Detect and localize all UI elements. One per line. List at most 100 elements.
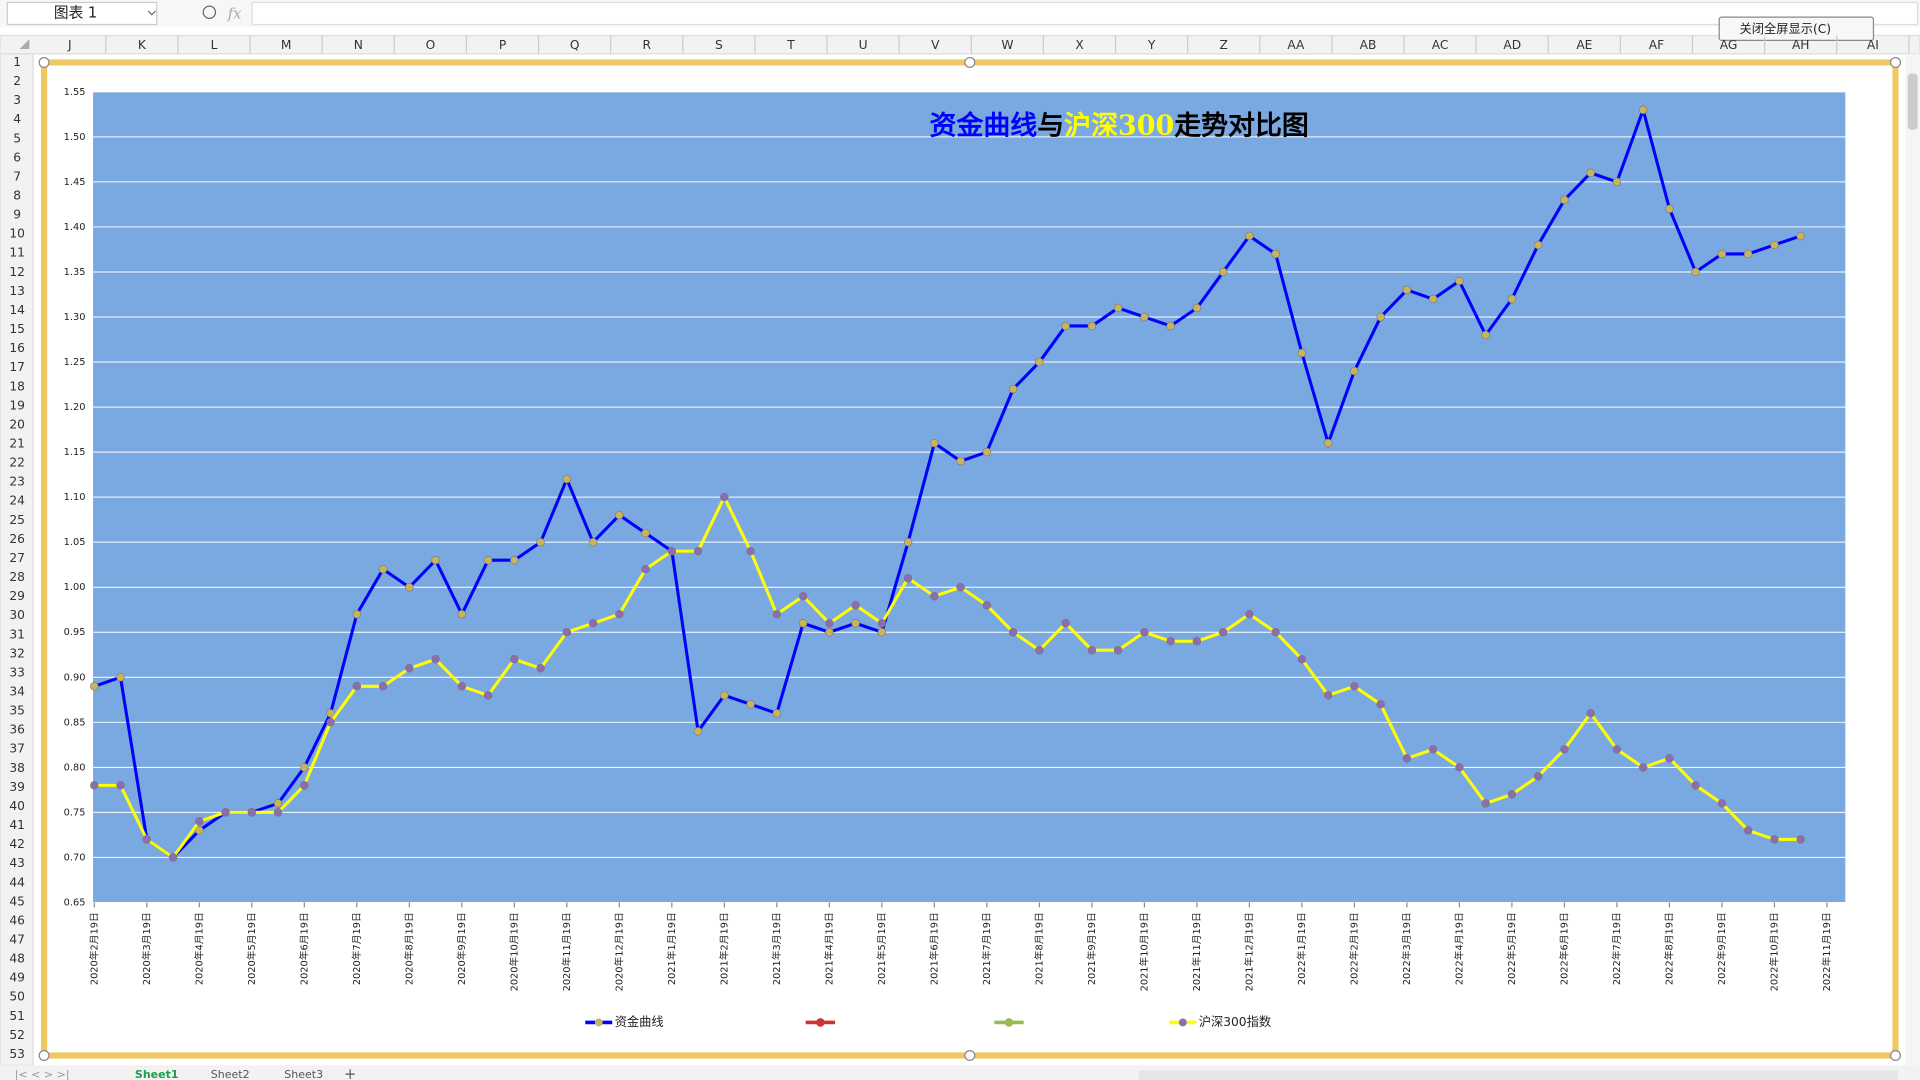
column-header[interactable]: AG — [1720, 38, 1738, 52]
resize-handle[interactable] — [38, 1050, 50, 1062]
row-header[interactable]: 6 — [13, 150, 21, 164]
row-header[interactable]: 31 — [9, 627, 25, 641]
column-header[interactable]: L — [211, 38, 218, 52]
row-header[interactable]: 53 — [9, 1047, 25, 1061]
formula-input[interactable] — [251, 1, 1919, 26]
resize-handle[interactable] — [964, 1050, 976, 1062]
row-header[interactable]: 8 — [13, 188, 21, 202]
row-header[interactable]: 40 — [9, 799, 25, 813]
fx-icon[interactable]: fx — [227, 6, 242, 23]
column-header[interactable]: AB — [1360, 38, 1377, 52]
row-header[interactable]: 32 — [9, 646, 25, 660]
resize-handle[interactable] — [1890, 56, 1902, 68]
row-header[interactable]: 27 — [9, 551, 25, 565]
row-header[interactable]: 9 — [13, 208, 21, 222]
row-header[interactable]: 52 — [9, 1028, 25, 1042]
row-header[interactable]: 15 — [9, 322, 25, 336]
scrollbar[interactable] — [1905, 53, 1920, 1066]
column-header[interactable]: K — [138, 38, 147, 52]
column-header[interactable]: AH — [1792, 38, 1810, 52]
sheet-tab[interactable]: Sheet1 — [135, 1068, 179, 1080]
row-header[interactable]: 41 — [9, 818, 25, 832]
zoom-icon[interactable] — [202, 5, 217, 19]
data-point — [1455, 763, 1464, 772]
sheet-tab[interactable]: Sheet2 — [211, 1068, 250, 1080]
row-header[interactable]: 30 — [9, 608, 25, 622]
column-header[interactable]: U — [859, 38, 868, 52]
column-header[interactable]: AI — [1867, 38, 1879, 52]
row-header[interactable]: 34 — [9, 685, 25, 699]
column-header[interactable]: O — [426, 38, 436, 52]
name-box[interactable] — [6, 1, 158, 26]
column-header[interactable]: R — [643, 38, 652, 52]
row-header[interactable]: 3 — [13, 93, 21, 107]
row-header[interactable]: 43 — [9, 856, 25, 870]
column-header[interactable]: V — [931, 38, 940, 52]
column-header[interactable]: W — [1001, 38, 1013, 52]
column-header[interactable]: X — [1075, 38, 1083, 52]
h-scrollbar[interactable] — [1138, 1070, 1898, 1080]
scroll-thumb[interactable] — [1907, 73, 1918, 130]
row-header[interactable]: 20 — [9, 417, 25, 431]
row-header[interactable]: 28 — [9, 570, 25, 584]
column-header[interactable]: AC — [1432, 38, 1449, 52]
resize-handle[interactable] — [1890, 1050, 1902, 1062]
column-header[interactable]: Y — [1147, 38, 1156, 52]
row-header[interactable]: 33 — [9, 665, 25, 679]
add-sheet[interactable]: + — [344, 1066, 356, 1080]
column-header[interactable]: Z — [1220, 38, 1228, 52]
row-header[interactable]: 51 — [9, 1009, 25, 1023]
row-header[interactable]: 38 — [9, 761, 25, 775]
column-header[interactable]: AF — [1649, 38, 1664, 52]
row-header[interactable]: 12 — [9, 265, 25, 279]
row-header[interactable]: 49 — [9, 971, 25, 985]
row-header[interactable]: 39 — [9, 780, 25, 794]
column-header[interactable]: N — [354, 38, 363, 52]
row-header[interactable]: 16 — [9, 341, 25, 355]
row-header[interactable]: 45 — [9, 894, 25, 908]
column-header[interactable]: AA — [1287, 38, 1305, 52]
row-header[interactable]: 23 — [9, 475, 25, 489]
sheet-tab[interactable]: Sheet3 — [284, 1068, 323, 1080]
row-header[interactable]: 46 — [9, 913, 25, 927]
column-header[interactable]: Q — [570, 38, 580, 52]
column-header[interactable]: AD — [1503, 38, 1521, 52]
resize-handle[interactable] — [38, 56, 50, 68]
row-header[interactable]: 13 — [9, 284, 25, 298]
row-header[interactable]: 18 — [9, 379, 25, 393]
row-header[interactable]: 25 — [9, 513, 25, 527]
row-header[interactable]: 24 — [9, 494, 25, 508]
row-header[interactable]: 26 — [9, 532, 25, 546]
tab-nav[interactable]: |< < > >| — [15, 1068, 70, 1080]
close-fullscreen-button[interactable] — [1718, 16, 1875, 42]
row-header[interactable]: 11 — [9, 246, 25, 260]
row-header[interactable]: 29 — [9, 589, 25, 603]
row-header[interactable]: 14 — [9, 303, 25, 317]
row-header[interactable]: 5 — [13, 131, 21, 145]
column-header[interactable]: S — [715, 38, 723, 52]
row-header[interactable]: 17 — [9, 360, 25, 374]
resize-handle[interactable] — [964, 56, 976, 68]
row-header[interactable]: 19 — [9, 398, 25, 412]
row-header[interactable]: 37 — [9, 742, 25, 756]
row-header[interactable]: 48 — [9, 952, 25, 966]
column-header[interactable]: AE — [1576, 38, 1592, 52]
column-header[interactable]: T — [786, 38, 795, 52]
row-header[interactable]: 1 — [13, 55, 21, 69]
row-header[interactable]: 44 — [9, 875, 25, 889]
row-header[interactable]: 50 — [9, 990, 25, 1004]
row-header[interactable]: 2 — [13, 74, 21, 88]
column-header[interactable]: J — [67, 38, 72, 52]
column-header[interactable]: M — [281, 38, 292, 52]
column-header[interactable]: P — [499, 38, 506, 52]
dropdown-arrow — [147, 10, 156, 16]
row-header[interactable]: 4 — [13, 112, 21, 126]
row-header[interactable]: 7 — [13, 169, 21, 183]
row-header[interactable]: 35 — [9, 704, 25, 718]
row-header[interactable]: 21 — [9, 437, 25, 451]
row-header[interactable]: 10 — [9, 227, 25, 241]
row-header[interactable]: 47 — [9, 933, 25, 947]
row-header[interactable]: 22 — [9, 456, 25, 470]
row-header[interactable]: 36 — [9, 723, 25, 737]
row-header[interactable]: 42 — [9, 837, 25, 851]
